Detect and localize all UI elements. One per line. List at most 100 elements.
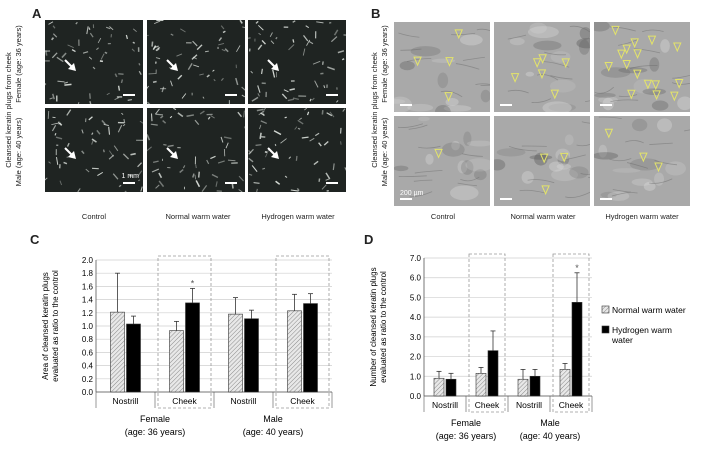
group-label: Female <box>451 418 481 428</box>
bar-normal-warm-water <box>287 310 302 393</box>
arrow-icon <box>64 59 76 71</box>
significance-marker: * <box>575 263 579 273</box>
legend-swatch-hydrogen <box>601 325 610 334</box>
panel-a-row-title: Cleansed keratin plugs from cheek <box>4 52 13 168</box>
scale-bar <box>326 94 338 96</box>
keratin-plug-markers <box>604 128 663 173</box>
bar-hydrogen-warm-water <box>487 350 499 397</box>
bar-hydrogen-warm-water <box>244 318 259 393</box>
highlight-box <box>468 253 506 413</box>
keratin-plug-texture <box>45 109 143 192</box>
panel-c-bar-chart: Area of cleansed keratin plugsevaluated … <box>41 255 333 437</box>
error-bar <box>174 320 179 331</box>
category-label: Nostrill <box>113 396 139 406</box>
category-label: Cheek <box>559 400 584 410</box>
panel-b-row-label-female: Female (age: 36 years) <box>380 25 389 103</box>
panel-a-row-label-female: Female (age: 36 years) <box>14 25 23 103</box>
sem-texture <box>394 116 490 201</box>
panel-a-letter: A <box>32 6 42 21</box>
category-label: Nostrill <box>516 400 542 410</box>
sem-tile <box>594 116 690 206</box>
y-tick-label: 5.0 <box>410 293 422 302</box>
category-label: Cheek <box>172 396 197 406</box>
y-axis-label-line: Area of cleansed keratin plugs <box>41 272 50 380</box>
y-tick-label: 1.4 <box>82 296 94 305</box>
arrow-icon <box>267 147 279 159</box>
bar-hydrogen-warm-water <box>571 302 583 397</box>
bar-normal-warm-water <box>433 377 445 397</box>
panel-b-label-hydrogen: Hydrogen warm water <box>605 212 679 221</box>
sem-tile: 200 µm <box>394 116 490 206</box>
panel-d-letter: D <box>364 232 374 247</box>
sem-texture <box>494 121 590 198</box>
panel-b-letter: B <box>371 6 381 21</box>
panel-c-letter: C <box>30 232 40 247</box>
error-bar <box>562 363 568 370</box>
legend-label-hydrogen: Hydrogen warm water <box>611 325 672 345</box>
error-bar <box>308 293 313 304</box>
category-label: Nostrill <box>432 400 458 410</box>
panel-a-row-label-male: Male (age: 40 years) <box>14 117 23 187</box>
sem-tile <box>394 22 490 112</box>
group-label-age: (age: 40 years) <box>243 427 304 437</box>
keratin-plug-texture <box>147 20 245 104</box>
scale-bar-label: 200 µm <box>400 190 424 197</box>
error-bar <box>292 293 297 311</box>
y-tick-label: 1.6 <box>82 282 94 291</box>
y-tick-label: 7.0 <box>410 254 422 263</box>
group-label-age: (age: 36 years) <box>436 431 497 441</box>
y-tick-label: 1.2 <box>82 309 94 318</box>
error-bar <box>490 330 496 351</box>
group-label-age: (age: 36 years) <box>125 427 186 437</box>
keratin-plug-markers <box>413 29 464 102</box>
scale-bar <box>225 94 237 96</box>
arrow-icon <box>267 59 279 71</box>
arrow-icon <box>166 59 178 71</box>
y-tick-label: 0.0 <box>410 392 422 401</box>
scale-bar <box>600 198 612 200</box>
micrograph-tile <box>45 20 143 104</box>
micrograph-tile <box>248 20 346 104</box>
scale-bar <box>400 198 412 200</box>
scale-bar <box>326 182 338 184</box>
y-tick-label: 0.8 <box>82 335 94 344</box>
error-bar <box>520 368 526 380</box>
error-bar <box>249 309 254 319</box>
bar-hydrogen-warm-water <box>529 375 541 397</box>
panel-a-label-control: Control <box>81 212 107 221</box>
legend-label-line: Hydrogen warm <box>612 325 672 335</box>
legend-swatch-normal <box>601 305 610 314</box>
error-bar <box>436 370 442 379</box>
scale-bar <box>225 182 237 184</box>
highlight-box <box>157 255 212 409</box>
bar-normal-warm-water <box>559 369 571 397</box>
arrow-icon <box>166 147 178 159</box>
scale-bar <box>123 94 135 96</box>
error-bar <box>448 372 454 380</box>
y-axis-label-line: evaluated as ratio to the control <box>51 270 60 382</box>
panel-b-label-control: Control <box>430 212 456 221</box>
error-bar <box>115 272 120 313</box>
y-tick-label: 2.0 <box>82 256 94 265</box>
legend-label-line: water <box>611 335 633 345</box>
y-tick-label: 3.0 <box>410 333 422 342</box>
sem-texture <box>594 116 690 201</box>
keratin-plug-texture <box>147 108 245 192</box>
bar-hydrogen-warm-water <box>303 303 318 393</box>
group-label: Male <box>540 418 560 428</box>
keratin-plug-markers <box>604 25 684 102</box>
y-tick-label: 0.2 <box>82 375 94 384</box>
bar-normal-warm-water <box>169 330 184 393</box>
highlight-box <box>552 253 590 413</box>
sem-texture <box>507 22 590 112</box>
error-bar <box>532 368 538 377</box>
group-label: Male <box>263 414 283 424</box>
error-bar <box>131 315 136 325</box>
bar-normal-warm-water <box>475 373 487 397</box>
y-tick-label: 6.0 <box>410 274 422 283</box>
keratin-plug-markers <box>510 54 570 100</box>
arrow-icon <box>64 147 76 159</box>
sem-texture <box>594 22 690 111</box>
keratin-plug-markers <box>539 152 569 196</box>
bar-hydrogen-warm-water <box>126 323 141 393</box>
